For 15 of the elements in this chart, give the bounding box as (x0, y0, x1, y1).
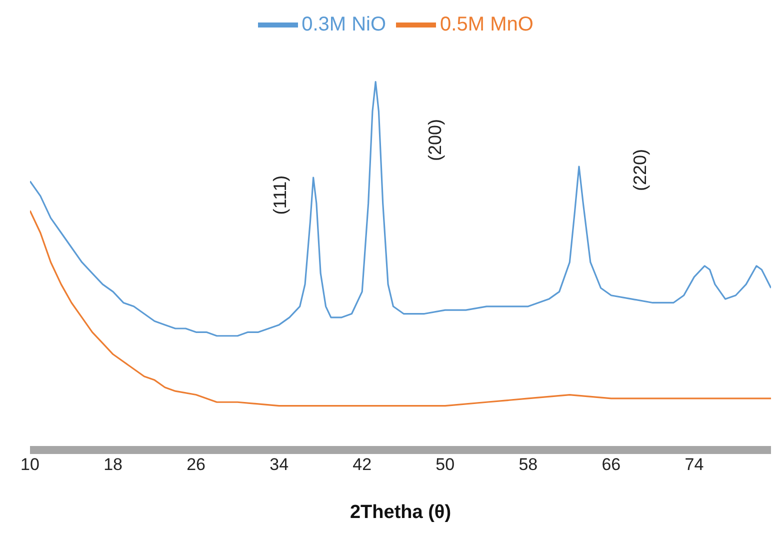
x-tick-label: 18 (104, 455, 122, 474)
x-axis-title: 2Thetha (θ) (350, 502, 452, 523)
x-tick-label: 74 (684, 455, 704, 474)
x-tick-label: 42 (352, 455, 372, 474)
annotation: (200) (425, 118, 445, 162)
legend-label: 0.5M MnO (440, 13, 534, 36)
annotation: (220) (630, 148, 650, 192)
x-tick-label: 34 (270, 455, 289, 474)
x-tick-label: 26 (186, 455, 206, 474)
x-tick-label: 10 (20, 455, 40, 474)
x-tick-label: 66 (602, 455, 621, 474)
annotation: (111) (270, 175, 290, 215)
legend-label: 0.3M NiO (302, 13, 386, 36)
x-tick-label: 50 (436, 455, 455, 474)
x-tick-label: 58 (518, 455, 538, 474)
